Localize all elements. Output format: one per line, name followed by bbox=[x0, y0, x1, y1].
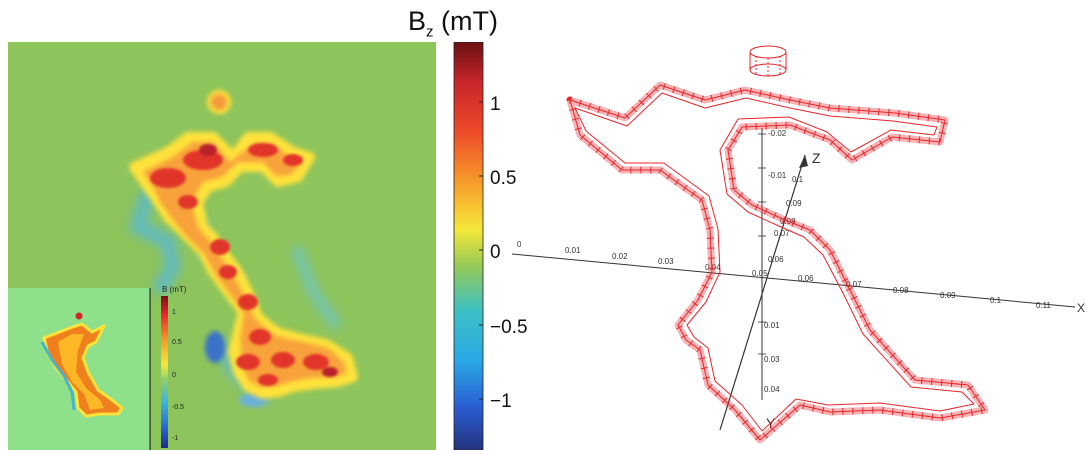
x-tick: 0.11 bbox=[1036, 301, 1052, 310]
colorbar-gradient bbox=[453, 42, 484, 450]
inset-tick: -1 bbox=[172, 435, 178, 442]
x-tick: 0.02 bbox=[612, 252, 628, 261]
inset-tick: -0.5 bbox=[172, 404, 184, 411]
x-tick: 0.03 bbox=[658, 257, 674, 266]
colorbar: 1 0.5 0 −0.5 −1 bbox=[453, 42, 528, 450]
colorbar-tick: 1 bbox=[490, 94, 501, 115]
inset-colorbar-label: B (mT) bbox=[162, 285, 187, 294]
positive-field-peaks bbox=[150, 143, 338, 386]
z-tick: 0.1 bbox=[792, 175, 804, 184]
x-tick: 0.08 bbox=[893, 286, 909, 295]
x-tick: 0.07 bbox=[846, 280, 862, 289]
x-axis-label: X bbox=[1077, 301, 1085, 315]
colorbar-title-unit: (mT) bbox=[441, 6, 498, 36]
z-axis-label: Z bbox=[812, 150, 821, 166]
x-tick: 0.04 bbox=[705, 263, 721, 272]
y-tick: 0.03 bbox=[764, 355, 780, 364]
negative-spot bbox=[205, 331, 225, 363]
colorbar-tick: 0 bbox=[490, 242, 501, 263]
x-tick: 0 bbox=[517, 240, 522, 249]
y-tick: 0.01 bbox=[764, 321, 780, 330]
z-axis bbox=[719, 154, 806, 431]
inset-tick: 1 bbox=[172, 309, 176, 316]
x-axis bbox=[511, 253, 1076, 308]
colorbar-title-subscript: z bbox=[426, 23, 434, 41]
z-tick: 0.07 bbox=[774, 229, 790, 238]
z-tick: 0.06 bbox=[768, 255, 784, 264]
colorbar-title: Bz (mT) bbox=[408, 6, 498, 40]
top-ring-coil bbox=[749, 45, 787, 77]
inset-field-map bbox=[8, 288, 151, 450]
x-tick: 0.1 bbox=[990, 296, 1002, 305]
y-tick: 0.04 bbox=[764, 385, 780, 394]
inset-hot-spot bbox=[75, 312, 83, 320]
magnetic-field-map: B (mT) 1 0.5 0 -0.5 -1 bbox=[8, 42, 436, 450]
inset-tick: 0.5 bbox=[172, 339, 182, 346]
x-tick: 0.01 bbox=[565, 246, 581, 255]
colorbar-tick: −1 bbox=[490, 391, 512, 412]
inset-colorbar bbox=[161, 296, 168, 448]
colorbar-tick: 0.5 bbox=[490, 168, 516, 189]
z-tick: 0.09 bbox=[786, 199, 802, 208]
coil-3d-diagram: X 0 0.01 0.02 0.03 0.04 0.05 0.06 0.07 0… bbox=[511, 45, 1085, 444]
coil-wire bbox=[566, 81, 989, 444]
vertical-tick: -0.01 bbox=[768, 171, 787, 180]
colorbar-title-symbol: B bbox=[408, 6, 427, 36]
x-tick: 0.05 bbox=[752, 269, 768, 278]
inset-tick: 0 bbox=[172, 372, 176, 379]
x-tick: 0.09 bbox=[940, 291, 956, 300]
colorbar-tick: −0.5 bbox=[490, 317, 528, 338]
vertical-tick: -0.02 bbox=[768, 129, 787, 138]
x-tick: 0.06 bbox=[798, 274, 814, 283]
